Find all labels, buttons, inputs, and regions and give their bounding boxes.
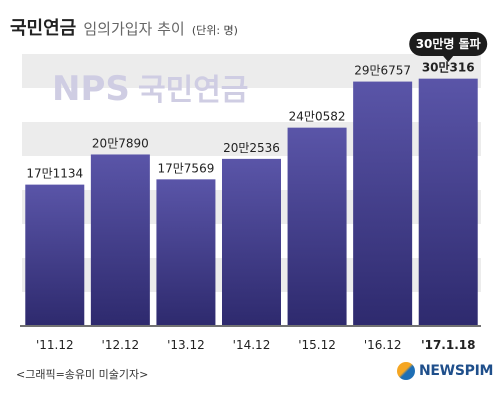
title-subtitle: 임의가입자 추이 bbox=[83, 20, 185, 38]
chart-title: 국민연금 임의가입자 추이 (단위: 명) bbox=[10, 14, 238, 40]
newspim-logo: NEWSPIM bbox=[397, 362, 493, 380]
x-tick-label: '16.12 bbox=[364, 338, 402, 352]
bar-value-label: 30만316 bbox=[422, 60, 475, 75]
x-tick-label: '15.12 bbox=[298, 338, 336, 352]
bar-value-label: 24만0582 bbox=[289, 110, 346, 124]
graphic-credit: <그래픽=송유미 미술기자> bbox=[16, 368, 149, 381]
callout-text: 30만명 돌파 bbox=[416, 36, 481, 51]
title-main: 국민연금 bbox=[10, 18, 77, 39]
bar bbox=[25, 184, 85, 325]
unit-label: (단위: 명) bbox=[191, 24, 238, 37]
x-tick-label: '13.12 bbox=[167, 338, 205, 352]
bar bbox=[90, 154, 150, 325]
x-tick-label: '14.12 bbox=[233, 338, 271, 352]
bar-value-label: 29만6757 bbox=[354, 64, 411, 78]
bar bbox=[287, 127, 347, 326]
callout-pointer bbox=[443, 56, 454, 62]
newspim-logo-text: NEWSPIM bbox=[419, 363, 494, 379]
newspim-logo-icon bbox=[397, 362, 415, 380]
x-tick-label: '17.1.18 bbox=[421, 338, 476, 352]
watermark-name: 국민연금 bbox=[138, 73, 248, 108]
watermark-nps: NPS bbox=[52, 69, 130, 109]
callout-bubble bbox=[409, 32, 488, 56]
x-tick-label: '11.12 bbox=[36, 338, 74, 352]
bar bbox=[156, 179, 216, 325]
bar-value-label: 20만7890 bbox=[92, 136, 149, 150]
bar-value-label: 17만1134 bbox=[26, 167, 83, 181]
x-tick-label: '12.12 bbox=[102, 338, 140, 352]
bar-value-label: 20만2536 bbox=[223, 141, 280, 155]
bar bbox=[353, 81, 413, 325]
bar-value-label: 17만7569 bbox=[157, 161, 214, 175]
bar bbox=[418, 78, 478, 325]
bar bbox=[222, 158, 281, 325]
